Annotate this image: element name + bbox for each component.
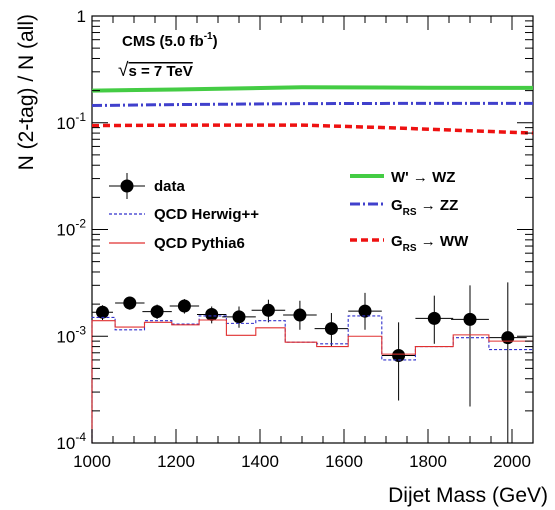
data-point-marker <box>427 311 441 325</box>
sqrt-symbol: √ <box>118 60 129 81</box>
data-point-marker <box>392 349 406 363</box>
legend-label: W' → WZ <box>391 169 455 186</box>
data-point-marker <box>358 304 372 318</box>
series-qcd-pythia6 <box>91 319 533 443</box>
legend-label: QCD Herwig++ <box>154 206 259 223</box>
data-point-marker <box>150 305 164 319</box>
series-g-rs-zz <box>91 101 533 108</box>
legend-key-marker <box>120 179 134 193</box>
data-point <box>115 296 145 310</box>
y-tick-label: 10-1 <box>56 110 86 133</box>
legend-layer: data QCD Herwig++ QCD Pythia6 W' → WZ GRS → … <box>109 169 469 254</box>
data-point <box>488 282 527 443</box>
legend-entry-right: GRS → WW <box>350 233 469 254</box>
legend-label: GRS → ZZ <box>391 197 458 218</box>
x-tick-label: 1400 <box>241 452 279 471</box>
legend-entry-left: data <box>109 173 186 199</box>
data-point <box>348 292 382 330</box>
data-point-marker <box>324 322 338 336</box>
data-point-marker <box>177 299 191 313</box>
x-tick-label: 1800 <box>409 452 447 471</box>
legend-entry-left: QCD Pythia6 <box>109 235 245 252</box>
cms-luminosity-text: CMS (5.0 fb-1) <box>122 31 218 50</box>
legend-label: GRS → WW <box>391 233 469 254</box>
data-point <box>251 299 286 323</box>
legend-entry-left: QCD Herwig++ <box>109 206 259 223</box>
data-point <box>197 306 227 324</box>
x-tick-label: 2000 <box>493 452 531 471</box>
x-tick-label: 1200 <box>157 452 195 471</box>
data-point <box>283 300 317 330</box>
plot-frame-group <box>91 15 534 444</box>
cms-energy-text: √s = 7 TeV <box>118 60 193 81</box>
y-tick-label: 1 <box>77 7 86 26</box>
data-point-marker <box>261 303 275 317</box>
data-point-marker <box>96 305 109 319</box>
legend-entry-right: GRS → ZZ <box>350 197 458 218</box>
series-g-rs-ww <box>91 123 534 135</box>
data-point-marker <box>205 307 219 321</box>
data-point <box>314 313 349 347</box>
y-tick-label: 10-4 <box>56 430 86 453</box>
x-tick-label: 1000 <box>73 452 111 471</box>
axes-layer: 1000 1200 1400 1600 1800 2000 10-4 10-3 10-2 10-1… <box>56 7 534 471</box>
data-point-marker <box>232 310 246 324</box>
data-point <box>451 285 489 407</box>
legend-entry-right: W' → WZ <box>350 169 455 186</box>
series-layer <box>91 85 534 443</box>
data-point <box>142 304 172 320</box>
data-point-marker <box>293 308 307 322</box>
data-point-marker <box>123 296 137 310</box>
data-point <box>222 306 256 328</box>
data-point <box>415 295 454 344</box>
data-point <box>381 322 416 401</box>
x-tick-label: 1600 <box>325 452 363 471</box>
y-tick-label: 10-2 <box>56 217 86 240</box>
data-point-marker <box>463 312 477 326</box>
data-point <box>169 299 200 314</box>
x-axis-title: Dijet Mass (GeV) <box>388 484 548 507</box>
cms-annotation: CMS (5.0 fb-1) √s = 7 TeV <box>118 31 218 81</box>
y-tick-label: 10-3 <box>56 323 86 346</box>
series-w-wz <box>91 85 534 93</box>
legend-label: data <box>154 178 186 195</box>
legend-label: QCD Pythia6 <box>154 235 245 252</box>
plot-frame <box>91 15 534 444</box>
y-axis-title: N (2-tag) / N (all) <box>15 14 38 170</box>
data-point-marker <box>501 331 515 345</box>
